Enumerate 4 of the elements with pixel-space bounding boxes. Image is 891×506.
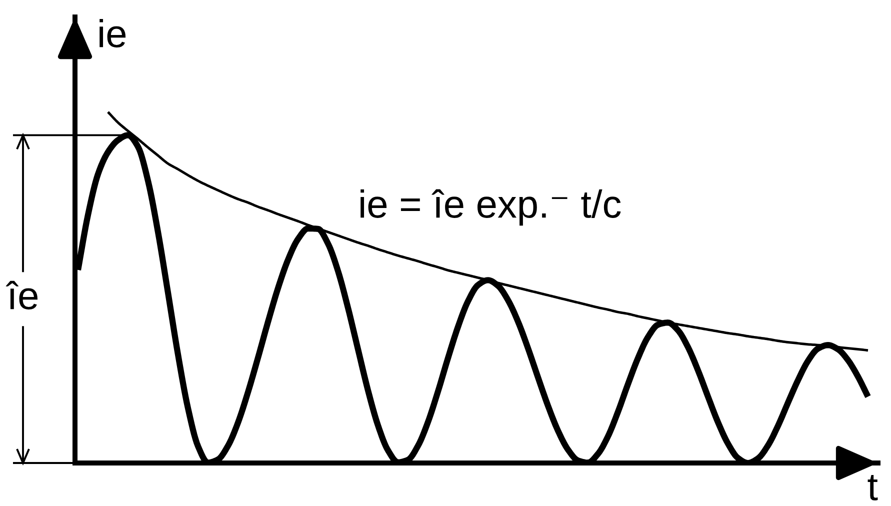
x-axis-title: t: [868, 474, 878, 500]
text: îe: [6, 280, 38, 310]
y-axis-title: ie: [100, 18, 126, 48]
series-label: ie = îe exp.⁻ t/c: [360, 189, 621, 226]
